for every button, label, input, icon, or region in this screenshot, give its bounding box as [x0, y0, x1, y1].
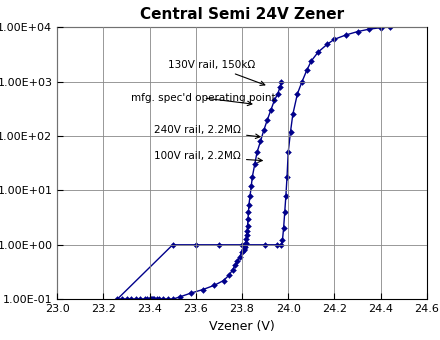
Text: 100V rail, 2.2MΩ: 100V rail, 2.2MΩ: [154, 152, 262, 163]
Text: 130V rail, 150kΩ: 130V rail, 150kΩ: [168, 60, 265, 85]
Title: Central Semi 24V Zener: Central Semi 24V Zener: [140, 7, 344, 22]
Text: mfg. spec'd operating point: mfg. spec'd operating point: [131, 93, 276, 106]
X-axis label: Vzener (V): Vzener (V): [209, 320, 275, 333]
Text: 240V rail, 2.2MΩ: 240V rail, 2.2MΩ: [154, 125, 260, 138]
